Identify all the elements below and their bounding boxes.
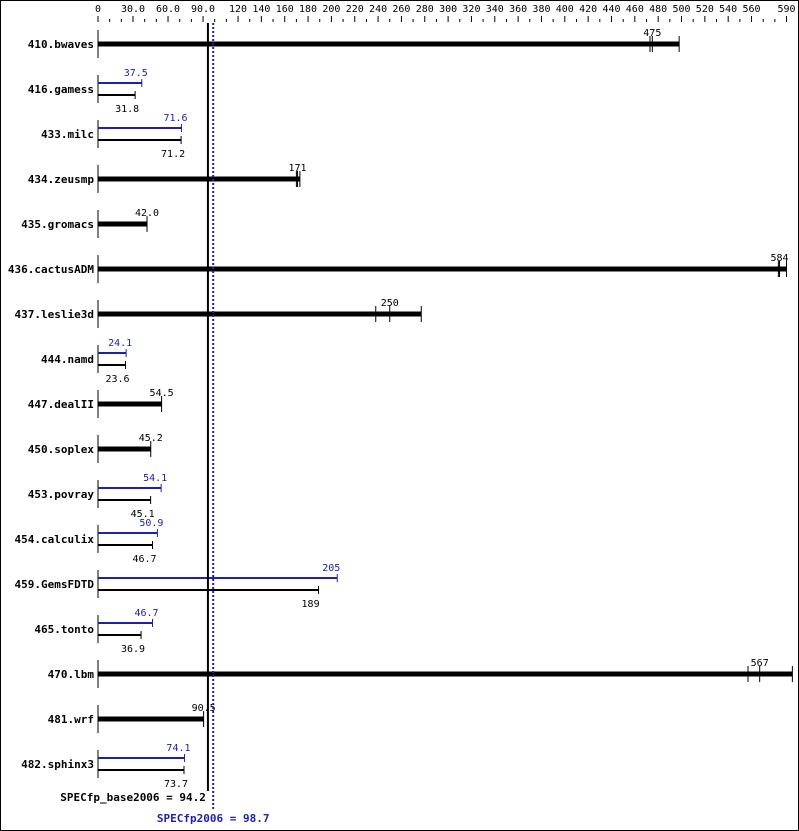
base-value-label: 567 bbox=[751, 658, 769, 669]
x-tick-label: 60.0 bbox=[156, 4, 180, 15]
base-value-label: 46.7 bbox=[132, 554, 156, 565]
peak-value-label: 54.1 bbox=[143, 473, 167, 484]
x-tick-label: 220 bbox=[346, 4, 364, 15]
benchmark-label: 435.gromacs bbox=[21, 218, 94, 231]
x-tick-label: 590 bbox=[777, 4, 795, 15]
x-tick-label: 280 bbox=[416, 4, 434, 15]
peak-value-label: 74.1 bbox=[166, 743, 190, 754]
x-tick-label: 30.0 bbox=[121, 4, 145, 15]
benchmark-label: 433.milc bbox=[41, 128, 94, 141]
base-value-label: 54.5 bbox=[150, 388, 174, 399]
peak-value-label: 205 bbox=[322, 563, 340, 574]
x-tick-label: 480 bbox=[649, 4, 667, 15]
benchmark-label: 437.leslie3d bbox=[15, 308, 94, 321]
x-tick-label: 0 bbox=[95, 4, 101, 15]
x-tick-label: 380 bbox=[532, 4, 550, 15]
benchmark-label: 482.sphinx3 bbox=[21, 758, 94, 771]
benchmark-label: 470.lbm bbox=[48, 668, 95, 681]
x-tick-label: 500 bbox=[672, 4, 690, 15]
benchmark-label: 453.povray bbox=[28, 488, 95, 501]
base-value-label: 171 bbox=[289, 163, 307, 174]
x-tick-label: 440 bbox=[602, 4, 620, 15]
x-tick-label: 340 bbox=[486, 4, 504, 15]
base-value-label: 31.8 bbox=[115, 104, 139, 115]
x-tick-label: 360 bbox=[509, 4, 527, 15]
x-tick-label: 320 bbox=[462, 4, 480, 15]
peak-value-label: 37.5 bbox=[124, 68, 148, 79]
base-value-label: 90.5 bbox=[192, 703, 216, 714]
base-value-label: 23.6 bbox=[105, 374, 129, 385]
x-tick-label: 260 bbox=[392, 4, 410, 15]
benchmark-label: 410.bwaves bbox=[28, 38, 94, 51]
x-tick-label: 560 bbox=[742, 4, 760, 15]
benchmark-label: 434.zeusmp bbox=[28, 173, 95, 186]
benchmark-label: 465.tonto bbox=[34, 623, 94, 636]
base-value-label: 475 bbox=[643, 28, 661, 39]
x-tick-label: 140 bbox=[252, 4, 270, 15]
peak-value-label: 46.7 bbox=[134, 608, 158, 619]
base-summary-label: SPECfp_base2006 = 94.2 bbox=[60, 791, 206, 804]
benchmark-label: 436.cactusADM bbox=[8, 263, 94, 276]
base-value-label: 36.9 bbox=[121, 644, 145, 655]
base-value-label: 189 bbox=[302, 599, 320, 610]
peak-value-label: 71.6 bbox=[164, 113, 188, 124]
x-tick-label: 460 bbox=[626, 4, 644, 15]
base-value-label: 45.2 bbox=[139, 433, 163, 444]
x-tick-label: 90.0 bbox=[191, 4, 215, 15]
x-tick-label: 160 bbox=[276, 4, 294, 15]
x-tick-label: 300 bbox=[439, 4, 457, 15]
benchmark-label: 459.GemsFDTD bbox=[15, 578, 95, 591]
x-tick-label: 180 bbox=[299, 4, 317, 15]
x-tick-label: 520 bbox=[696, 4, 714, 15]
base-value-label: 42.0 bbox=[135, 208, 159, 219]
x-tick-label: 400 bbox=[556, 4, 574, 15]
x-tick-label: 240 bbox=[369, 4, 387, 15]
x-tick-label: 200 bbox=[322, 4, 340, 15]
x-tick-label: 540 bbox=[719, 4, 737, 15]
base-value-label: 584 bbox=[770, 253, 788, 264]
base-value-label: 73.7 bbox=[164, 779, 188, 790]
x-tick-label: 120 bbox=[229, 4, 247, 15]
benchmark-label: 416.gamess bbox=[28, 83, 94, 96]
peak-value-label: 24.1 bbox=[108, 338, 132, 349]
base-value-label: 45.1 bbox=[131, 509, 155, 520]
benchmark-label: 454.calculix bbox=[15, 533, 95, 546]
benchmark-label: 444.namd bbox=[41, 353, 94, 366]
base-value-label: 71.2 bbox=[161, 149, 185, 160]
benchmark-label: 447.dealII bbox=[28, 398, 94, 411]
benchmark-label: 450.soplex bbox=[28, 443, 95, 456]
benchmark-label: 481.wrf bbox=[48, 713, 94, 726]
peak-value-label: 50.9 bbox=[139, 518, 163, 529]
peak-summary-label: SPECfp2006 = 98.7 bbox=[157, 812, 270, 825]
x-tick-label: 420 bbox=[579, 4, 597, 15]
base-value-label: 250 bbox=[381, 298, 399, 309]
